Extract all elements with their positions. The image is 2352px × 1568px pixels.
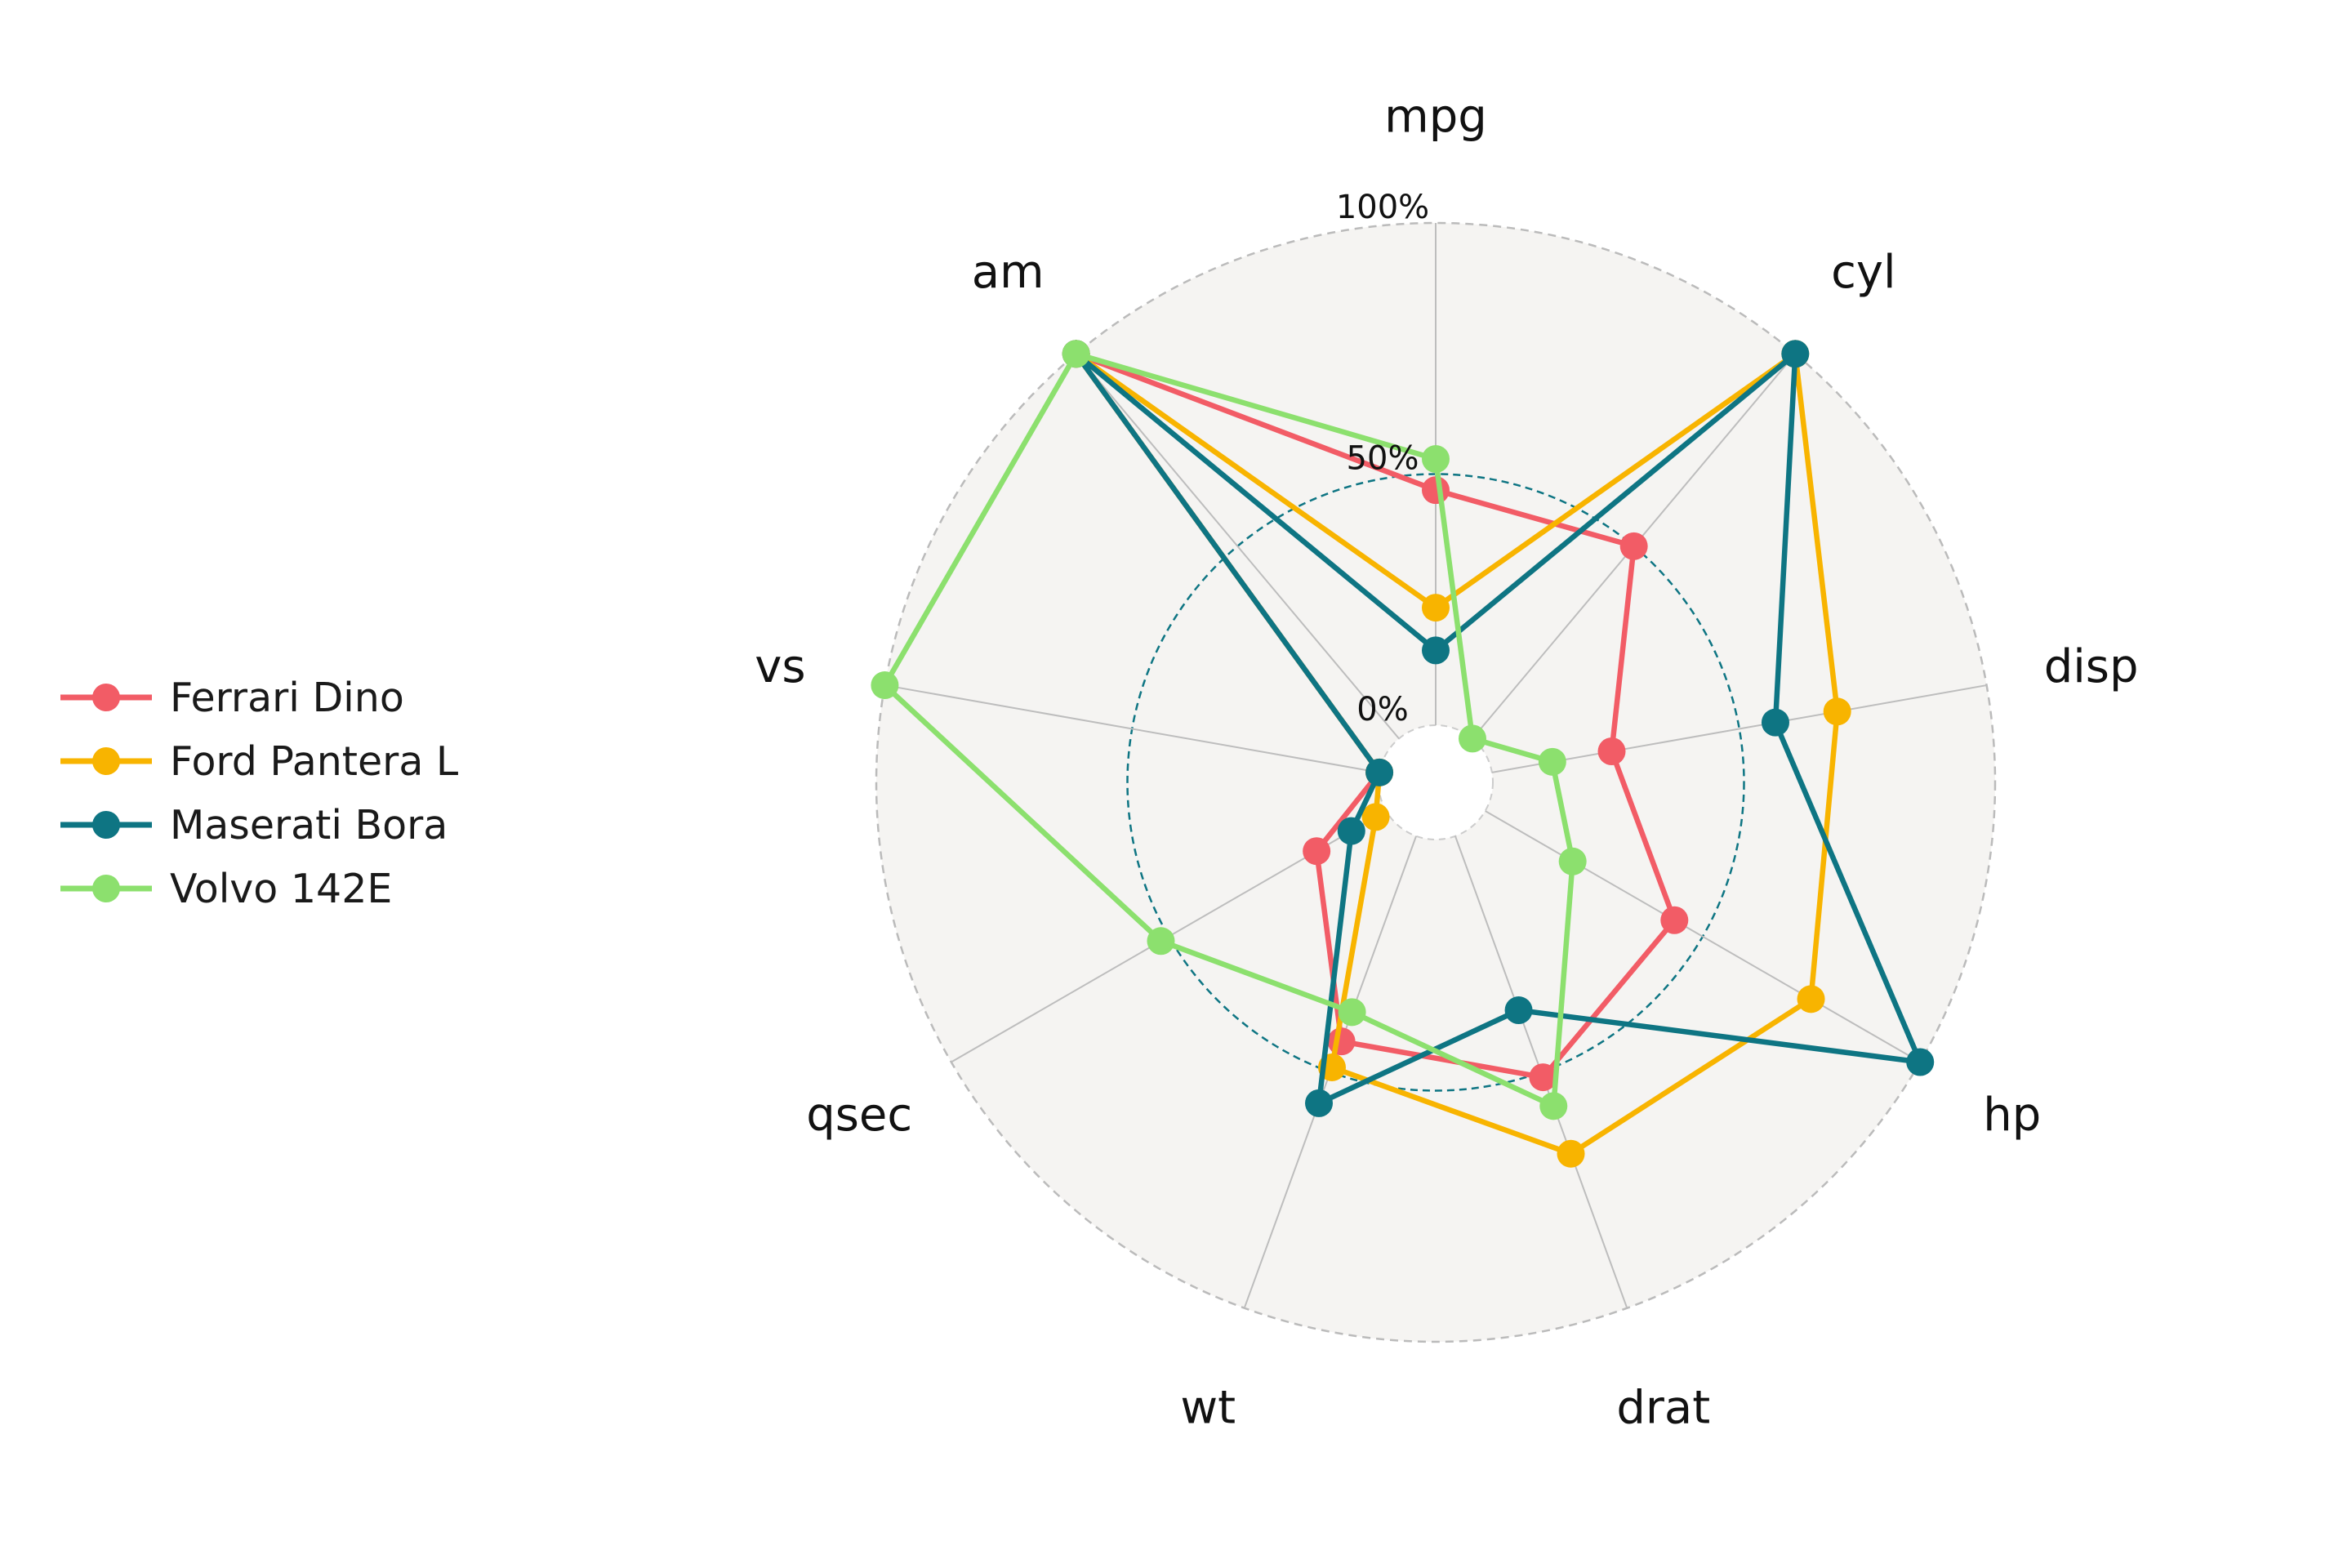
legend-swatch bbox=[60, 875, 152, 902]
series-point-maserati-bora-drat bbox=[1504, 996, 1533, 1025]
series-point-maserati-bora-qsec bbox=[1337, 817, 1365, 845]
axis-label-wt: wt bbox=[1180, 1381, 1236, 1434]
series-point-maserati-bora-cyl bbox=[1781, 340, 1810, 368]
spoke-disp bbox=[1491, 684, 1987, 773]
series-point-ferrari-dino-disp bbox=[1597, 737, 1626, 766]
series-point-volvo-142e-disp bbox=[1538, 747, 1566, 776]
spoke-am bbox=[1075, 353, 1400, 740]
series-line-volvo-142e bbox=[882, 351, 1575, 1109]
series-point-maserati-bora-vs bbox=[1365, 758, 1394, 786]
axis-label-am: am bbox=[972, 246, 1045, 299]
legend-item-ferrari-dino[interactable]: Ferrari Dino bbox=[57, 666, 458, 729]
series-point-ford-pantera-l-disp bbox=[1823, 697, 1851, 726]
series-point-ford-pantera-l-hp bbox=[1797, 985, 1825, 1013]
legend-swatch bbox=[60, 747, 152, 775]
axis-label-qsec: qsec bbox=[806, 1089, 912, 1142]
series-point-ferrari-dino-hp bbox=[1660, 906, 1689, 934]
axis-label-mpg: mpg bbox=[1384, 91, 1487, 144]
series-point-volvo-142e-am bbox=[1062, 340, 1090, 368]
center-hole bbox=[1379, 725, 1493, 840]
series-point-ferrari-dino-drat bbox=[1529, 1063, 1557, 1092]
series-point-ferrari-dino-cyl bbox=[1619, 532, 1648, 560]
series-point-volvo-142e-drat bbox=[1539, 1092, 1568, 1120]
legend-swatch bbox=[60, 684, 152, 711]
series-point-maserati-bora-hp bbox=[1906, 1048, 1935, 1076]
series-point-volvo-142e-wt bbox=[1338, 998, 1366, 1027]
legend-label: Ferrari Dino bbox=[170, 674, 404, 721]
series-point-volvo-142e-vs bbox=[871, 671, 899, 700]
legend: Ferrari Dino Ford Pantera L Maserati Bor… bbox=[57, 666, 458, 920]
series-point-volvo-142e-mpg bbox=[1422, 445, 1450, 474]
series-line-maserati-bora bbox=[1073, 351, 1923, 1107]
legend-label: Maserati Bora bbox=[170, 801, 448, 849]
spoke-vs bbox=[884, 684, 1380, 773]
series-point-volvo-142e-qsec bbox=[1147, 927, 1175, 956]
legend-item-volvo-142e[interactable]: Volvo 142E bbox=[57, 857, 458, 920]
axis-label-vs: vs bbox=[755, 640, 805, 693]
legend-label: Ford Pantera L bbox=[170, 737, 459, 785]
series-point-maserati-bora-mpg bbox=[1422, 636, 1450, 665]
series-point-ferrari-dino-qsec bbox=[1303, 837, 1331, 866]
radial-tick-label: 50% bbox=[1347, 440, 1419, 478]
legend-item-maserati-bora[interactable]: Maserati Bora bbox=[57, 793, 458, 857]
axis-label-cyl: cyl bbox=[1831, 246, 1896, 299]
series-point-ferrari-dino-wt bbox=[1327, 1027, 1356, 1056]
series-point-volvo-142e-hp bbox=[1558, 847, 1587, 875]
series-point-ford-pantera-l-qsec bbox=[1361, 803, 1390, 831]
legend-swatch bbox=[60, 811, 152, 839]
axis-label-hp: hp bbox=[1983, 1089, 2041, 1142]
series-point-maserati-bora-disp bbox=[1761, 708, 1789, 737]
axis-label-disp: disp bbox=[2044, 640, 2139, 693]
legend-item-ford-pantera-l[interactable]: Ford Pantera L bbox=[57, 729, 458, 793]
series-point-maserati-bora-wt bbox=[1305, 1089, 1334, 1117]
radial-tick-label: 0% bbox=[1356, 691, 1408, 728]
axis-label-drat: drat bbox=[1616, 1381, 1710, 1434]
series-point-ford-pantera-l-drat bbox=[1557, 1139, 1585, 1168]
series-point-ford-pantera-l-mpg bbox=[1422, 594, 1450, 622]
series-point-ferrari-dino-mpg bbox=[1422, 476, 1450, 505]
radial-tick-label: 100% bbox=[1336, 189, 1429, 226]
spoke-hp bbox=[1485, 810, 1921, 1063]
series-point-volvo-142e-cyl bbox=[1458, 724, 1486, 753]
legend-label: Volvo 142E bbox=[170, 865, 393, 912]
outer-ring bbox=[875, 221, 1997, 1343]
